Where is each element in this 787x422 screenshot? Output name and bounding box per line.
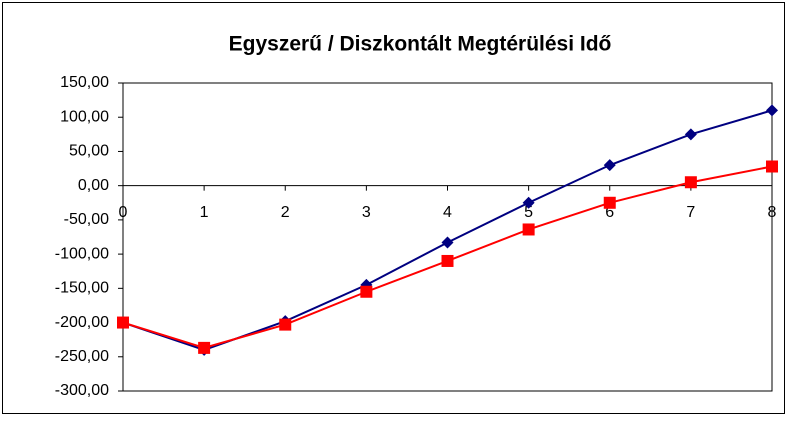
point-marker	[766, 160, 778, 173]
point-marker	[279, 318, 292, 331]
point-marker	[603, 159, 616, 172]
y-tick-label: -150,00	[55, 280, 109, 297]
y-tick-label: -50,00	[64, 211, 109, 228]
point-marker	[522, 223, 535, 236]
x-tick-label: 5	[524, 204, 533, 221]
y-tick-label: 50,00	[69, 143, 109, 160]
x-tick-label: 0	[119, 204, 128, 221]
plot-area	[122, 82, 773, 392]
point-marker	[360, 285, 373, 298]
point-marker	[441, 236, 454, 249]
y-tick-label: 100,00	[60, 108, 109, 125]
y-tick-label: -300,00	[55, 382, 109, 399]
point-marker	[198, 341, 211, 354]
point-marker	[766, 104, 778, 117]
chart-border	[2, 2, 785, 414]
x-tick-label: 4	[443, 204, 452, 221]
point-marker	[522, 196, 535, 209]
y-tick-label: -250,00	[55, 348, 109, 365]
x-tick-label: 2	[281, 204, 290, 221]
y-tick-label: -100,00	[55, 245, 109, 262]
point-marker	[441, 254, 454, 267]
point-marker	[684, 128, 697, 141]
y-tick-label: 0,00	[78, 177, 109, 194]
point-marker	[117, 316, 129, 329]
x-tick-label: 7	[686, 204, 695, 221]
chart-title: Egyszerű / Diszkontált Megtérülési Idő	[229, 33, 612, 56]
x-tick-label: 1	[200, 204, 209, 221]
x-tick-label: 3	[362, 204, 371, 221]
x-tick-label: 6	[605, 204, 614, 221]
x-tick-label: 8	[768, 204, 777, 221]
y-tick-label: -200,00	[55, 314, 109, 331]
y-tick-label: 150,00	[60, 74, 109, 91]
point-marker	[684, 176, 697, 189]
point-marker	[603, 196, 616, 209]
